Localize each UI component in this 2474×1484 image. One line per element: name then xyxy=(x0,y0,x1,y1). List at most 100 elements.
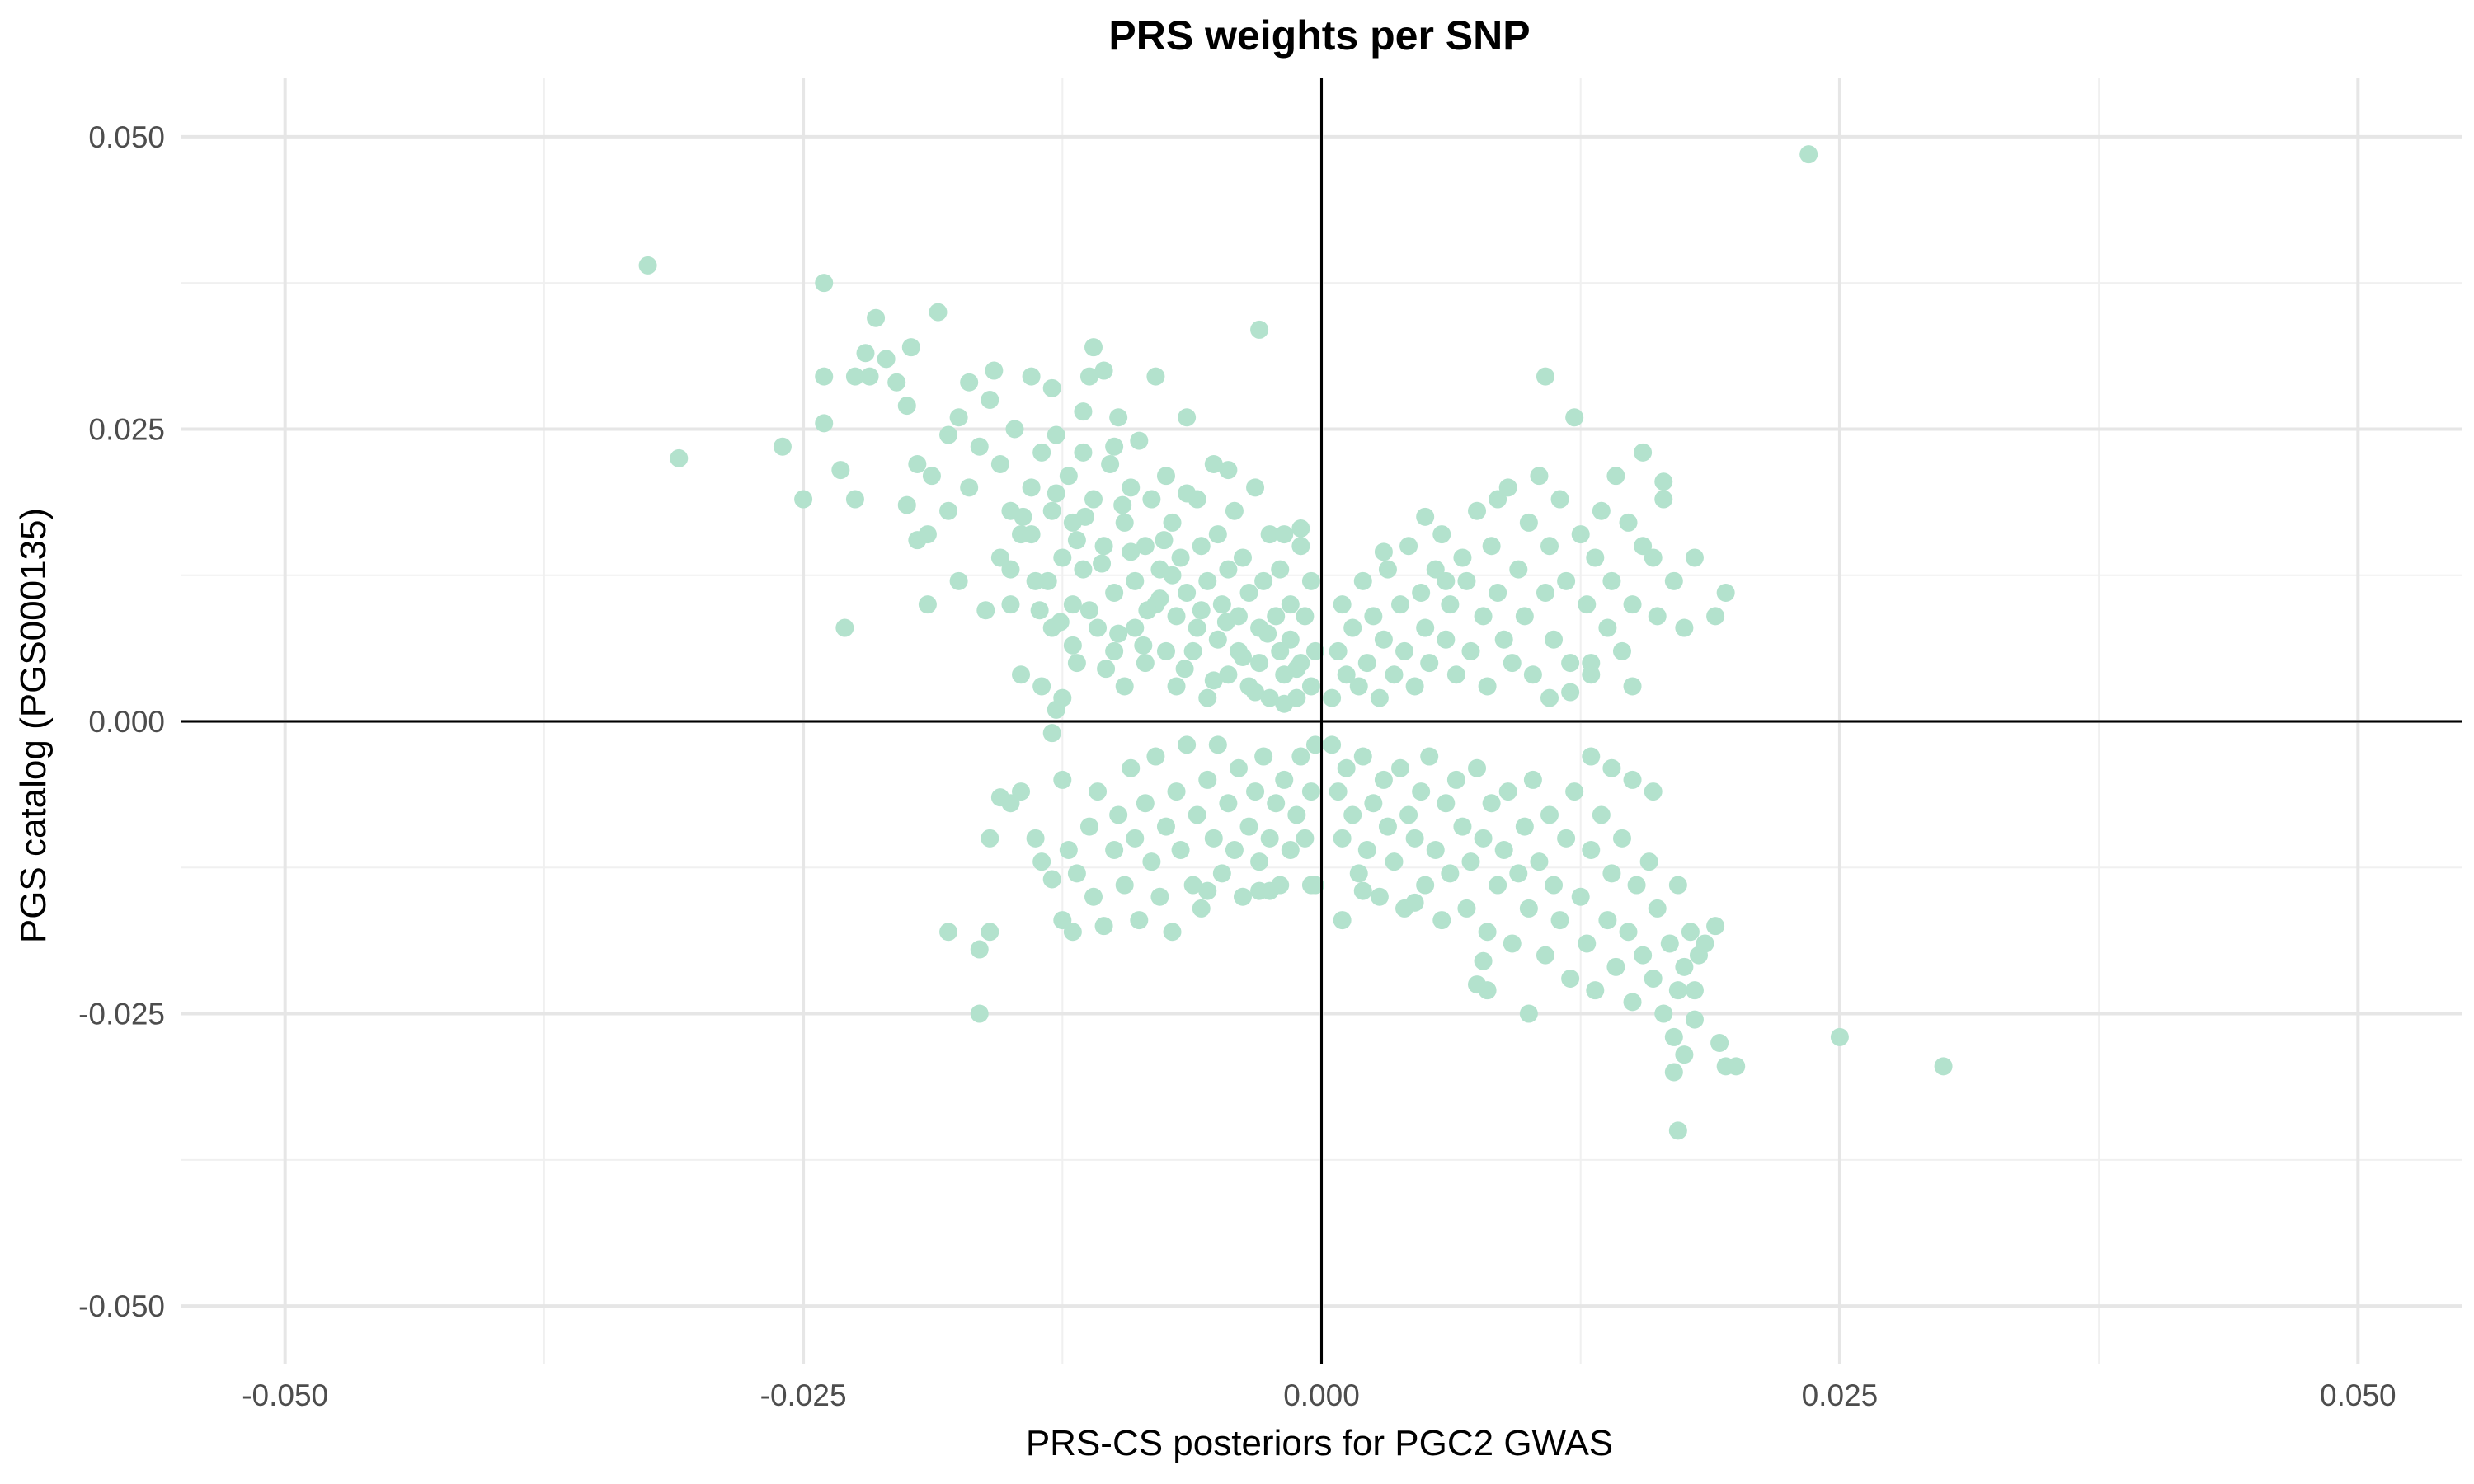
data-point xyxy=(1644,548,1663,567)
data-point xyxy=(1219,461,1238,480)
data-point xyxy=(1305,735,1324,754)
data-point xyxy=(1468,501,1487,520)
data-point xyxy=(1830,1027,1849,1046)
data-point xyxy=(1540,537,1559,556)
data-point xyxy=(670,448,689,467)
data-point xyxy=(1654,490,1673,509)
data-point xyxy=(1592,805,1611,824)
data-point xyxy=(1219,665,1238,684)
data-point xyxy=(1374,542,1393,561)
data-point xyxy=(1644,782,1663,801)
data-point xyxy=(1275,694,1294,713)
data-point xyxy=(1370,887,1389,906)
data-point xyxy=(1530,467,1549,486)
data-point xyxy=(1634,946,1653,965)
data-point xyxy=(1001,560,1020,579)
data-point xyxy=(1349,677,1368,696)
data-point xyxy=(1142,490,1161,509)
data-point xyxy=(1287,805,1306,824)
data-point xyxy=(1059,841,1078,859)
data-point xyxy=(1188,618,1206,637)
data-point xyxy=(1212,864,1231,883)
data-point xyxy=(990,455,1009,473)
data-point xyxy=(1167,607,1186,626)
data-point xyxy=(1602,571,1621,590)
data-point xyxy=(1260,525,1279,544)
data-point xyxy=(1136,654,1155,673)
data-point xyxy=(1067,531,1086,550)
data-point xyxy=(1474,607,1493,626)
data-point xyxy=(1022,525,1041,544)
data-point xyxy=(1109,408,1128,427)
data-point xyxy=(1934,1057,1953,1076)
data-point xyxy=(1032,677,1051,696)
data-point xyxy=(1053,548,1072,567)
data-point xyxy=(773,437,792,456)
x-axis-title: PRS-CS posteriors for PGC2 GWAS xyxy=(1026,1423,1613,1463)
data-point xyxy=(1246,478,1265,497)
data-point xyxy=(1038,571,1057,590)
y-tick-label: 0.000 xyxy=(88,705,165,739)
data-point xyxy=(1557,829,1576,848)
data-point xyxy=(1109,624,1128,643)
data-point xyxy=(1385,665,1404,684)
data-point xyxy=(1503,934,1522,953)
data-point xyxy=(1592,501,1611,520)
data-point xyxy=(1482,537,1501,556)
data-point xyxy=(1337,758,1356,777)
data-point xyxy=(1084,338,1103,357)
data-point xyxy=(831,461,850,480)
data-point xyxy=(1097,660,1116,679)
x-tick-label: 0.050 xyxy=(2320,1378,2396,1412)
y-axis-title: PGS catalog (PGS000135) xyxy=(13,508,54,943)
data-point xyxy=(1349,864,1368,883)
data-point xyxy=(1478,923,1497,942)
data-point xyxy=(1602,864,1621,883)
data-point xyxy=(1198,770,1217,789)
data-point xyxy=(1115,876,1134,895)
data-point xyxy=(1150,887,1169,906)
data-point xyxy=(1364,794,1383,813)
data-point xyxy=(1156,817,1175,836)
data-point xyxy=(1357,841,1376,859)
data-point xyxy=(1101,455,1120,473)
data-point xyxy=(1067,654,1086,673)
data-point xyxy=(1612,829,1631,848)
data-point xyxy=(1014,507,1032,526)
data-point xyxy=(981,829,999,848)
data-point xyxy=(1089,618,1108,637)
data-point xyxy=(1301,571,1320,590)
data-point xyxy=(845,490,864,509)
data-point xyxy=(1420,747,1439,766)
data-point xyxy=(1208,630,1227,649)
data-point xyxy=(1489,490,1507,509)
data-point xyxy=(1675,957,1694,976)
data-point xyxy=(960,373,979,392)
data-point xyxy=(1540,805,1559,824)
data-point xyxy=(1353,571,1372,590)
data-point xyxy=(1281,841,1300,859)
x-tick-labels: -0.050 -0.025 0.000 0.025 0.050 xyxy=(242,1378,2396,1412)
data-point xyxy=(1026,571,1045,590)
data-point xyxy=(1586,548,1605,567)
data-point xyxy=(1047,425,1065,444)
data-point xyxy=(1664,1027,1683,1046)
data-point xyxy=(1557,571,1576,590)
data-point xyxy=(1233,648,1252,666)
data-point xyxy=(1453,548,1472,567)
data-point xyxy=(1105,841,1124,859)
data-point xyxy=(1509,864,1528,883)
data-point xyxy=(949,408,968,427)
data-point xyxy=(1461,641,1480,660)
data-point xyxy=(1146,747,1165,766)
data-point xyxy=(1353,747,1372,766)
data-point xyxy=(1498,478,1517,497)
data-point xyxy=(970,940,989,959)
data-point xyxy=(1225,841,1244,859)
data-point xyxy=(856,344,875,363)
data-point xyxy=(1047,700,1065,719)
data-point xyxy=(1163,566,1182,585)
data-point xyxy=(1105,641,1124,660)
data-point xyxy=(835,618,854,637)
data-point xyxy=(1022,478,1041,497)
